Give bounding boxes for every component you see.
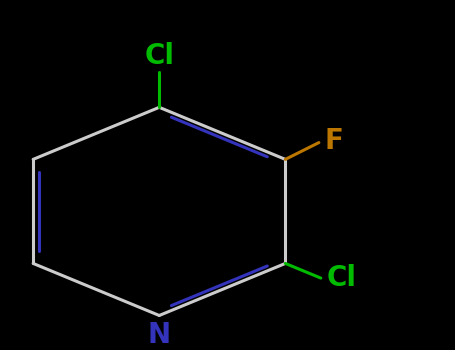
Text: N: N [148,321,171,349]
Text: F: F [324,127,343,155]
Text: Cl: Cl [144,42,174,70]
Text: Cl: Cl [326,264,356,292]
